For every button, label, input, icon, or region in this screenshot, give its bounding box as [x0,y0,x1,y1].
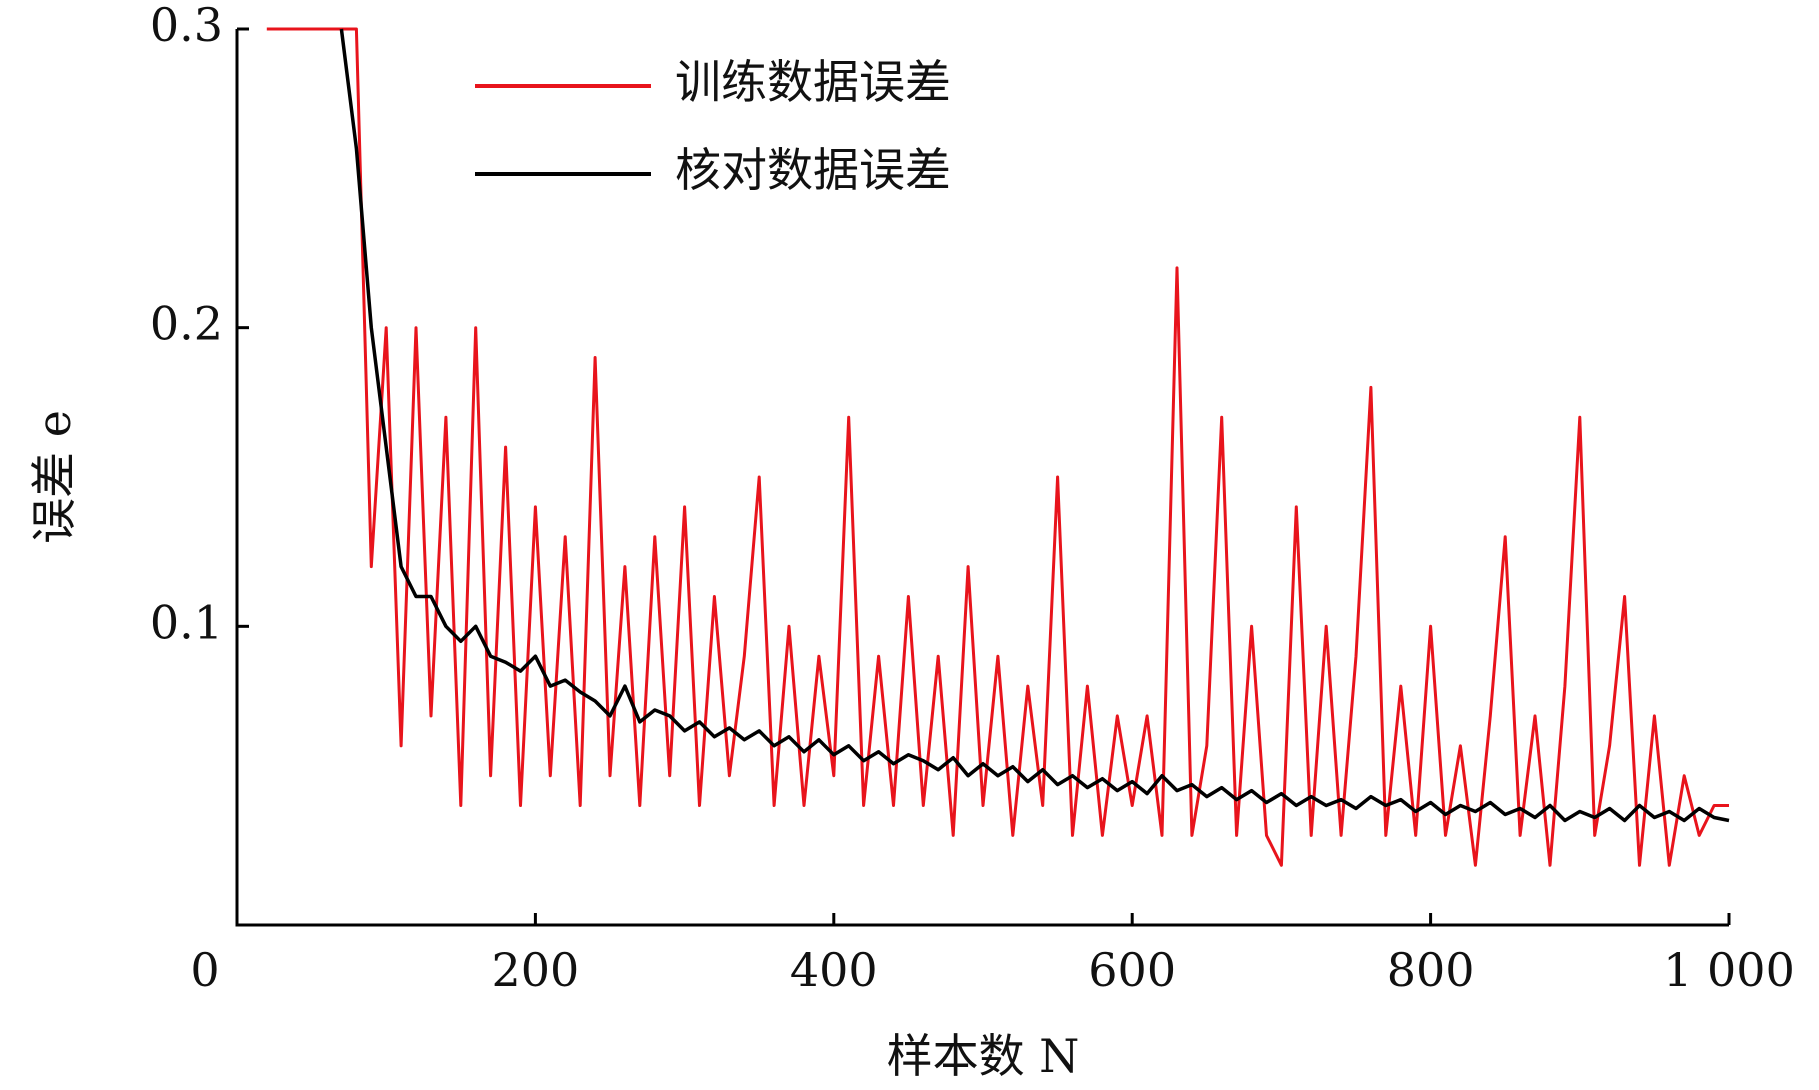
y-axis-label: 误差 e [27,410,81,544]
x-tick-label: 600 [1088,943,1176,997]
x-tick-label: 1 000 [1663,943,1795,997]
y-tick-label: 0.2 [150,297,223,351]
y-tick-label: 0.1 [150,595,223,649]
x-tick-label: 400 [790,943,878,997]
legend-label: 训练数据误差 [675,55,951,109]
x-tick-label: 200 [491,943,579,997]
x-axis-label: 样本数 N [887,1029,1080,1083]
data-line [266,27,1729,867]
y-tick-label: 0.3 [150,0,223,52]
data-line [339,28,1730,823]
x-tick-label: 800 [1387,943,1475,997]
x-tick-label: 0 [190,943,219,997]
legend-label: 核对数据误差 [675,143,951,197]
